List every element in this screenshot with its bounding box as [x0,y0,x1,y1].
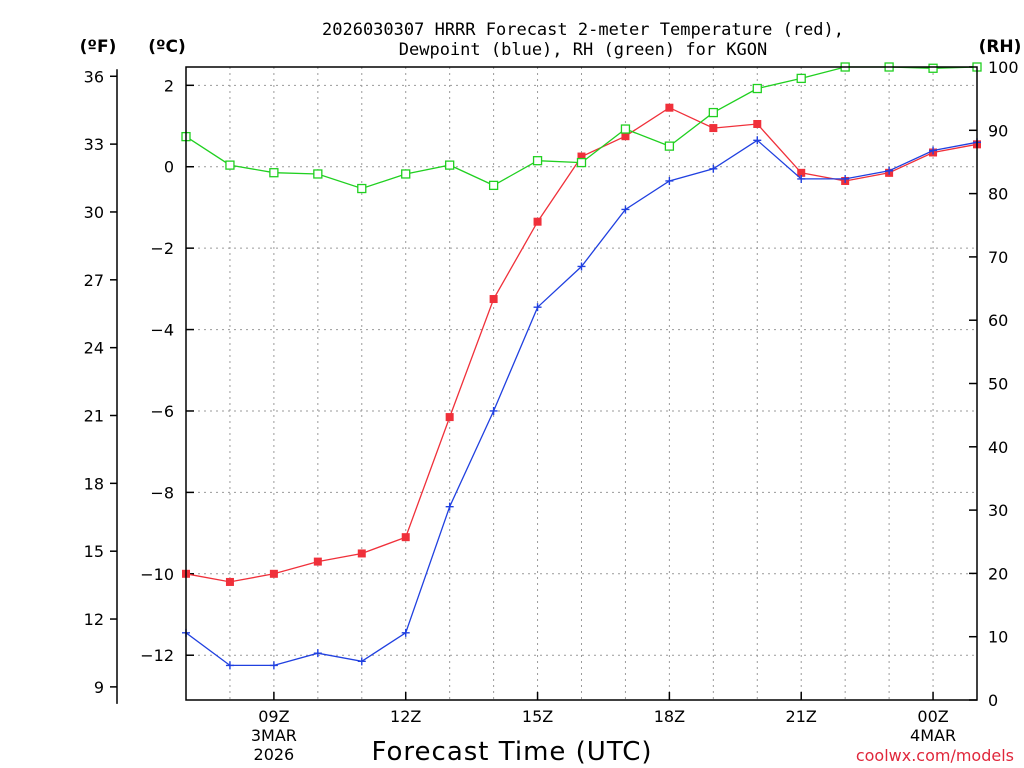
rh-point [664,141,675,151]
rh-unit-label: (RH) [979,37,1022,57]
celsius-tick-label: −2 [150,239,174,258]
fahrenheit-tick-label: 21 [84,407,104,426]
x-date-label: 4MAR [910,726,956,745]
dewpoint-point [313,649,322,658]
x-tick-label: 21Z [786,707,817,726]
temperature-point [577,152,586,161]
dewpoint-point [533,303,542,312]
temperature-point [357,549,366,558]
rh-point [796,73,806,84]
rh-tick-label: 100 [988,58,1019,77]
temperature-point [269,569,278,578]
dewpoint-point [621,205,630,214]
dewpoint-point [357,657,366,666]
rh-tick-label: 10 [988,628,1008,647]
temperature-point [621,132,630,141]
dewpoint-point [841,174,850,183]
celsius-tick-label: −12 [140,646,174,665]
rh-point [576,157,587,168]
rh-point [532,156,543,166]
dewpoint-point [445,502,454,511]
rh-tick-label: 80 [988,185,1008,204]
dewpoint-point [401,628,410,637]
dewpoint-point [709,164,718,173]
temperature-point [445,413,454,422]
chart-title-line-2: Dewpoint (blue), RH (green) for KGON [399,40,767,60]
x-date-label: 3MAR [251,726,297,745]
fahrenheit-tick-label: 24 [84,339,104,358]
rh-tick-label: 60 [988,311,1008,330]
rh-point [708,107,718,118]
axes-layer: 20−2−4−6−8−10−12363330272421181512910090… [84,58,1019,764]
x-tick-label: 18Z [654,707,685,726]
temperature-point [225,577,234,586]
temperature-point [313,557,322,566]
fahrenheit-tick-label: 12 [84,610,104,629]
rh-point [313,169,323,179]
temperature-point [709,124,718,133]
plot-frame [185,66,978,701]
celsius-tick-label: −8 [150,483,174,502]
fahrenheit-tick-label: 9 [94,678,104,697]
celsius-tick-label: 0 [164,158,174,177]
rh-point [752,83,762,94]
celsius-tick-label: 2 [164,76,174,95]
temperature-point [797,168,806,177]
x-tick-label: 15Z [522,707,553,726]
fahrenheit-tick-label: 15 [84,542,104,561]
celsius-tick-label: −6 [150,402,174,421]
temperature-point [753,119,762,128]
dewpoint-point [665,176,674,185]
dewpoint-point [269,661,278,670]
rh-tick-label: 30 [988,501,1008,520]
rh-point [401,169,411,179]
x-axis-title: Forecast Time (UTC) [371,737,652,767]
dewpoint-point [797,174,806,183]
x-year-label: 2026 [254,745,295,764]
rh-tick-label: 70 [988,248,1008,267]
fahrenheit-tick-label: 30 [84,203,104,222]
dewpoint-point [225,661,234,670]
x-tick-label: 12Z [390,707,421,726]
temperature-point [533,217,542,226]
temperature-point [665,103,674,112]
rh-tick-label: 20 [988,564,1008,583]
dewpoint-point [489,406,498,415]
fahrenheit-tick-label: 33 [84,135,104,154]
fahrenheit-tick-label: 27 [84,271,104,290]
dewpoint-point [885,166,894,175]
rh-tick-label: 90 [988,121,1008,140]
fahrenheit-tick-label: 36 [84,67,104,86]
rh-tick-label: 50 [988,375,1008,394]
rh-point [620,124,631,134]
temperature-point [401,533,410,542]
x-tick-label: 00Z [917,707,948,726]
dewpoint-line [185,139,978,667]
rh-point [269,168,279,178]
rh-point [928,63,938,73]
celsius-tick-label: −4 [150,321,174,340]
rh-point [357,183,367,194]
fahrenheit-tick-label: 18 [84,474,104,493]
chart-title-line-1: 2026030307 HRRR Forecast 2-meter Tempera… [322,20,844,40]
celsius-unit-label: (ºC) [148,37,186,57]
rh-point [445,160,455,170]
rh-point [488,180,499,191]
dewpoint-point [753,136,762,145]
celsius-tick-label: −10 [140,565,174,584]
temperature-point [489,295,498,304]
rh-tick-label: 0 [988,691,998,710]
dewpoint-point [577,262,586,271]
fahrenheit-unit-label: (ºF) [80,37,117,57]
series-layer [181,62,982,670]
dewpoint-point [929,146,938,155]
rh-tick-label: 40 [988,438,1008,457]
x-tick-label: 09Z [258,707,289,726]
rh-point [225,160,235,170]
credit-text: coolwx.com/models [856,746,1014,765]
